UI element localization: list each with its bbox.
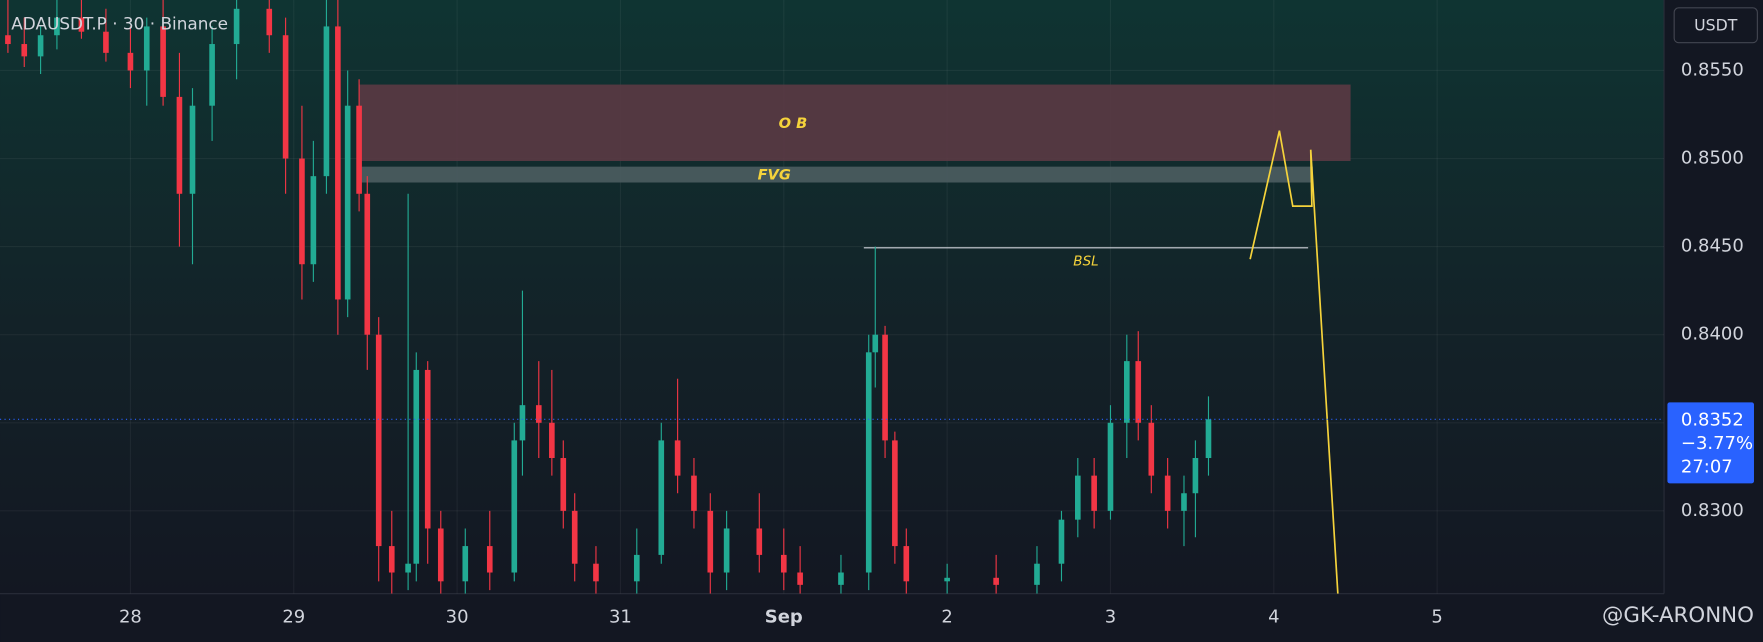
x-tick-label: Sep xyxy=(765,606,803,627)
candle-body xyxy=(549,422,555,459)
candle-body xyxy=(143,26,150,71)
currency-box[interactable] xyxy=(1673,7,1758,44)
x-tick-label: 29 xyxy=(282,606,305,627)
candle-body xyxy=(424,369,431,529)
x-tick-label: 4 xyxy=(1268,606,1279,627)
candle-body xyxy=(388,546,395,573)
x-tick-label: 2 xyxy=(941,606,952,627)
candle-body xyxy=(535,405,542,423)
candle-body xyxy=(519,405,526,441)
candle-body xyxy=(838,572,844,585)
y-tick-label: 0.8550 xyxy=(1681,59,1744,80)
candle-body xyxy=(209,44,215,106)
x-tick-label: 30 xyxy=(446,606,469,627)
candle-body xyxy=(486,546,493,573)
candle-body xyxy=(310,176,317,265)
projection-path xyxy=(1249,130,1339,594)
candle-body xyxy=(707,510,714,573)
x-tick-label: 5 xyxy=(1431,606,1442,627)
candle-body xyxy=(282,35,289,159)
overlay: 0.83000.83500.84000.84500.85000.85502829… xyxy=(119,59,1754,627)
candle-body xyxy=(723,528,730,573)
candle-body xyxy=(356,105,362,194)
currency[interactable]: USDT xyxy=(1694,15,1738,34)
candle-body xyxy=(1192,458,1199,494)
candle-body xyxy=(903,546,910,582)
level-label: BSL xyxy=(1073,253,1098,269)
candle-body xyxy=(405,563,411,573)
candle-body xyxy=(892,440,898,547)
candle-body xyxy=(160,26,166,97)
candle-body xyxy=(633,554,640,582)
candle-body xyxy=(323,26,330,177)
candle-body xyxy=(882,334,888,441)
candle-body xyxy=(127,52,134,71)
candle-body xyxy=(1124,361,1130,423)
candle-body xyxy=(462,546,469,582)
y-tick-label: 0.8450 xyxy=(1681,236,1744,257)
x-tick-label: 31 xyxy=(609,606,632,627)
price-change: −3.77% xyxy=(1681,433,1753,454)
candle-body xyxy=(944,577,950,582)
candle-body xyxy=(1107,422,1114,511)
candle-body xyxy=(437,528,444,582)
price-value: 0.8352 xyxy=(1681,409,1744,430)
countdown: 27:07 xyxy=(1681,457,1733,478)
y-tick-label: 0.8400 xyxy=(1681,324,1744,345)
candle-body xyxy=(189,105,196,194)
candle-body xyxy=(5,35,11,45)
y-tick-label: 0.8500 xyxy=(1681,148,1744,169)
candle-body xyxy=(674,440,681,476)
candle-body xyxy=(780,554,787,573)
candle-body xyxy=(1148,422,1155,476)
plot xyxy=(0,0,1665,594)
zone-label: FVG xyxy=(758,167,791,184)
x-tick-label: 3 xyxy=(1105,606,1116,627)
candle-body xyxy=(335,26,341,300)
candle-body xyxy=(233,8,240,45)
candle-body xyxy=(560,458,567,511)
candle-body xyxy=(375,334,382,547)
candle-body xyxy=(103,31,109,53)
candle-body xyxy=(299,158,305,265)
candle-body xyxy=(1181,493,1187,511)
candle-body xyxy=(1034,563,1040,585)
candle-body xyxy=(593,563,599,582)
candle-body xyxy=(511,440,518,573)
candle-body xyxy=(176,96,183,194)
zone xyxy=(359,84,1351,162)
x-tick-label: 28 xyxy=(119,606,142,627)
candle-body xyxy=(865,352,872,573)
candle-body xyxy=(1164,475,1171,511)
chart-title: ADAUSDT.P · 30 · Binance xyxy=(11,14,228,34)
y-tick-label: 0.8300 xyxy=(1681,500,1744,521)
candle-body xyxy=(78,17,85,32)
zone-label: O B xyxy=(779,115,808,132)
candle-body xyxy=(54,17,60,36)
candle-body xyxy=(872,334,879,353)
candle-body xyxy=(413,369,420,564)
candle-body xyxy=(1205,419,1212,459)
zone xyxy=(359,166,1314,183)
candle-body xyxy=(344,105,351,300)
watermark: @GK-ARONNO xyxy=(1602,603,1754,628)
candle-body xyxy=(691,475,697,511)
price-tag xyxy=(1667,402,1754,484)
candle-body xyxy=(797,572,803,585)
candle-body xyxy=(1058,519,1065,564)
candle-body xyxy=(37,35,44,57)
candle-body xyxy=(1091,475,1097,511)
candle-body xyxy=(571,510,578,564)
candle-body xyxy=(658,440,665,555)
candle-body xyxy=(21,44,28,57)
candle-body xyxy=(1135,361,1142,423)
candle-body xyxy=(993,577,999,585)
candle-body xyxy=(756,528,763,555)
candle-body xyxy=(364,193,371,335)
candle-body xyxy=(266,8,273,36)
candle-body xyxy=(1074,475,1081,520)
